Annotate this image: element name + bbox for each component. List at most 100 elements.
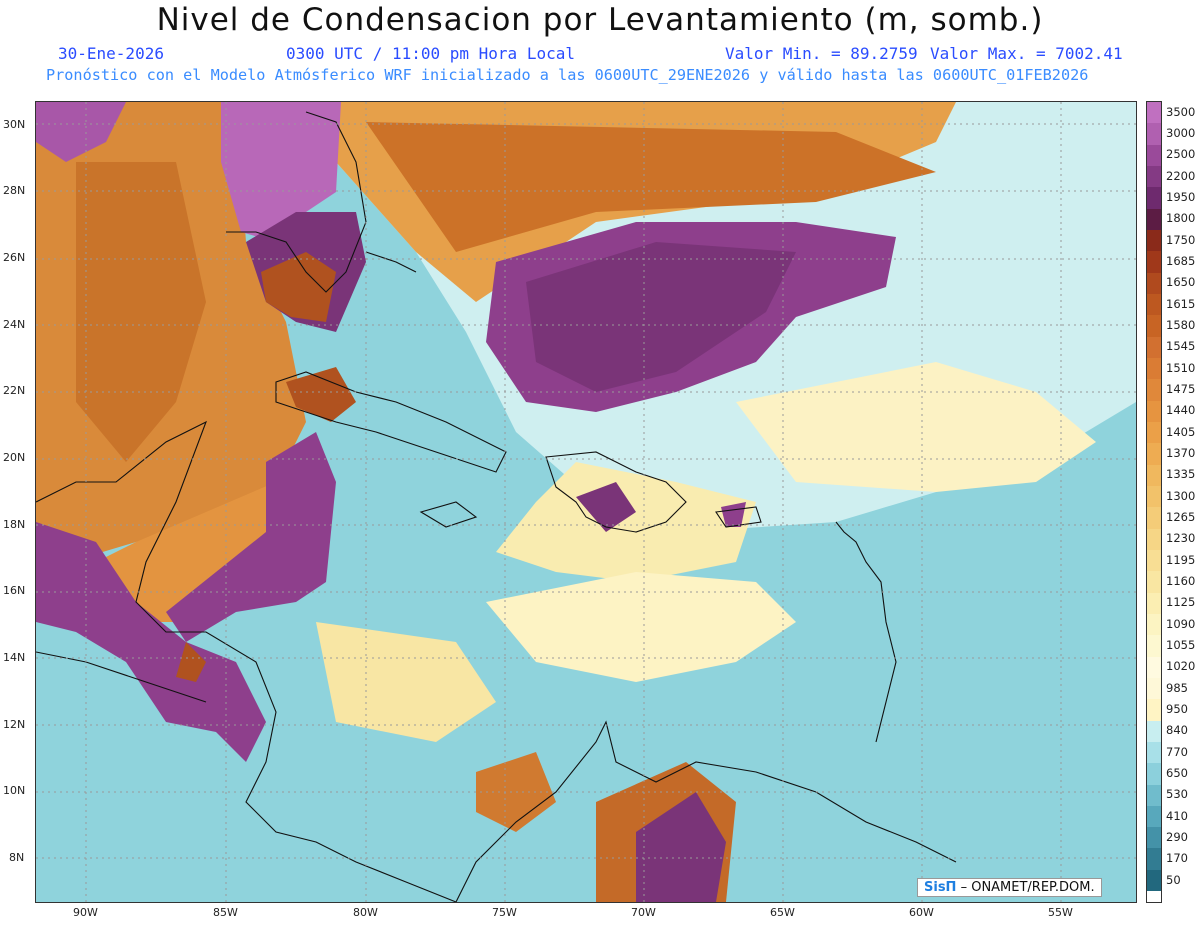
colorbar-segment [1147,485,1161,508]
colorbar-label: 1800 [1166,211,1196,226]
lon-label-85w: 85W [213,906,238,919]
colorbar-label: 1405 [1166,424,1196,439]
colorbar-segment [1147,720,1161,742]
colorbar-label: 840 [1166,723,1188,738]
colorbar-segment [1147,741,1161,764]
lcl-map [35,101,1137,903]
colorbar-segment [1147,571,1161,593]
colorbar-segment [1147,165,1161,188]
colorbar-label: 1475 [1166,382,1196,396]
colorbar-segment [1147,400,1161,422]
lon-label-70w: 70W [631,906,656,919]
colorbar-segment [1147,656,1161,678]
credit-text: – ONAMET/REP.DOM. [960,880,1095,895]
colorbar-segment [1147,869,1161,892]
colorbar-segment [1147,421,1161,444]
colorbar-label: 170 [1166,851,1188,866]
lat-label-8n: 8N [9,851,25,864]
colorbar-label: 770 [1166,744,1188,759]
colorbar-label: 1370 [1166,446,1196,460]
colorbar-label: 1230 [1166,531,1196,546]
colorbar-segment [1147,763,1161,785]
colorbar-label: 410 [1166,808,1188,823]
colorbar-label: 1160 [1166,574,1196,588]
colorbar-label: 3500 [1166,104,1196,119]
colorbar-segment [1147,357,1161,380]
colorbar-segment [1147,336,1161,358]
colorbar-segment [1147,251,1161,273]
lon-label-75w: 75W [492,906,517,919]
colorbar-segment [1147,613,1161,636]
lat-label-20n: 20N [3,451,26,464]
lat-label-10n: 10N [3,784,26,797]
colorbar-segment [1147,592,1161,614]
colorbar-segment [1147,528,1161,550]
colorbar-segment [1147,187,1161,209]
date-label: 30-Ene-2026 [58,44,164,63]
min-value-label: Valor Min. = 89.2759 [725,44,918,63]
colorbar-segment [1147,123,1161,145]
colorbar-label: 1055 [1166,638,1196,652]
colorbar-label: 985 [1166,680,1188,695]
map-canvas [36,102,1136,902]
colorbar-label: 1265 [1166,510,1196,524]
colorbar-segment [1147,827,1161,849]
lon-label-80w: 80W [353,906,378,919]
colorbar-segment [1147,229,1161,252]
colorbar-label: 1750 [1166,232,1196,247]
colorbar-label: 1090 [1166,616,1196,631]
colorbar-label: 1335 [1166,467,1196,482]
colorbar-segment [1147,144,1161,166]
colorbar-segment [1147,102,1161,124]
colorbar-label: 1020 [1166,659,1196,674]
colorbar-segment [1147,784,1161,806]
colorbar-label: 1685 [1166,254,1196,268]
colorbar-label: 1510 [1166,360,1196,375]
colorbar-label: 2500 [1166,147,1196,162]
credit-badge: SisΠ – ONAMET/REP.DOM. [917,878,1102,897]
colorbar-label: 530 [1166,787,1188,802]
lon-label-60w: 60W [909,906,934,919]
forecast-info: Pronóstico con el Modelo Atmósferico WRF… [46,66,1089,84]
lat-label-14n: 14N [3,651,26,664]
lat-label-16n: 16N [3,584,26,597]
colorbar-segment [1147,379,1161,401]
max-value-label: Valor Max. = 7002.41 [930,44,1123,63]
sispi-logo: SisΠ [924,880,957,895]
colorbar-segment [1147,677,1161,700]
colorbar-segment [1147,848,1161,870]
lon-label-90w: 90W [73,906,98,919]
colorbar-label: 1440 [1166,403,1196,418]
lat-label-26n: 26N [3,251,26,264]
colorbar-segment [1147,443,1161,465]
colorbar-segment [1147,208,1161,230]
colorbar-label: 1300 [1166,488,1196,503]
colorbar-label: 1125 [1166,595,1196,610]
colorbar-segment [1147,507,1161,529]
lon-label-65w: 65W [770,906,795,919]
colorbar-segment [1147,549,1161,572]
colorbar-label: 1195 [1166,552,1196,567]
lon-label-55w: 55W [1048,906,1073,919]
colorbar-segment [1147,805,1161,828]
colorbar-label: 2200 [1166,168,1196,183]
colorbar-segment [1147,293,1161,316]
colorbar-label: 290 [1166,830,1188,844]
lat-label-24n: 24N [3,318,26,331]
colorbar-label: 1650 [1166,275,1196,290]
lat-label-28n: 28N [3,184,26,197]
map-title: Nivel de Condensacion por Levantamiento … [156,2,1044,38]
colorbar-segment [1147,464,1161,486]
lat-label-30n: 30N [3,118,26,131]
time-label: 0300 UTC / 11:00 pm Hora Local [286,44,575,63]
colorbar-label: 50 [1166,872,1181,887]
colorbar-label: 1615 [1166,296,1196,311]
colorbar-label: 3000 [1166,126,1196,140]
colorbar-label: 1580 [1166,318,1196,332]
colorbar [1146,101,1162,903]
colorbar-segment [1147,699,1161,721]
colorbar-label: 1950 [1166,190,1196,204]
lat-label-12n: 12N [3,718,26,731]
colorbar-segment [1147,635,1161,657]
lat-label-18n: 18N [3,518,26,531]
